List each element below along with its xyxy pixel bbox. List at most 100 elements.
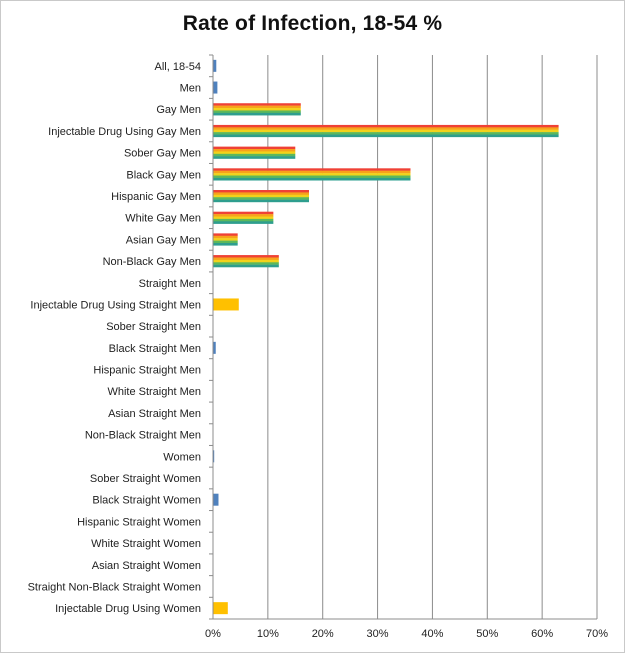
bar <box>213 450 215 463</box>
bar <box>213 341 216 354</box>
category-label: Straight Non-Black Straight Women <box>28 581 201 593</box>
bar-stripe <box>213 170 411 174</box>
bar-stripe <box>213 190 309 193</box>
bar <box>213 146 296 159</box>
bar-stripe <box>213 177 411 181</box>
bar-stripe <box>213 192 309 195</box>
bar-stripe <box>213 149 296 152</box>
bar-stripe <box>213 199 309 203</box>
category-label: Straight Men <box>139 278 201 290</box>
category-label: Black Straight Men <box>109 343 201 355</box>
bar-fill <box>213 59 217 72</box>
bar-fill <box>213 602 228 615</box>
category-label: Sober Straight Women <box>90 473 201 485</box>
category-label: Non-Black Gay Men <box>103 256 201 268</box>
category-label: Injectable Drug Using Straight Men <box>30 299 201 311</box>
category-label: All, 18-54 <box>155 61 201 73</box>
category-label: Hispanic Straight Women <box>77 516 201 528</box>
bar-stripe <box>213 259 279 263</box>
bars <box>213 59 559 615</box>
category-label: Injectable Drug Using Women <box>55 603 201 615</box>
bar-stripe <box>213 235 238 239</box>
bar <box>213 59 217 72</box>
bar-stripe <box>213 103 301 106</box>
bar-fill <box>213 341 216 354</box>
x-tick-label: 60% <box>531 628 553 640</box>
bar-stripe <box>213 175 411 179</box>
bar-fill <box>213 450 215 463</box>
bar <box>213 124 559 138</box>
bar-stripe <box>213 216 274 220</box>
bar <box>213 233 238 246</box>
x-tick-label: 20% <box>312 628 334 640</box>
bar-fill <box>213 493 219 506</box>
category-label: Asian Gay Men <box>126 234 201 246</box>
gridlines <box>267 55 598 619</box>
category-label: Non-Black Straight Men <box>85 430 201 442</box>
category-label: Asian Straight Men <box>108 408 201 420</box>
bar-stripe <box>213 262 279 265</box>
category-label: Injectable Drug Using Gay Men <box>48 126 201 138</box>
bar-stripe <box>213 168 411 171</box>
bar-stripe <box>213 194 309 198</box>
bar <box>213 298 239 311</box>
category-label: Hispanic Straight Men <box>93 365 201 377</box>
bar-stripe <box>213 129 559 133</box>
bar-stripe <box>213 151 296 155</box>
bar-stripe <box>213 146 296 150</box>
bar-stripe <box>213 233 238 236</box>
category-label: White Straight Women <box>91 538 201 550</box>
category-label: Sober Gay Men <box>124 148 201 160</box>
category-label: Sober Straight Men <box>106 321 201 333</box>
x-tick-label: 70% <box>586 628 608 640</box>
bar-stripe <box>213 124 559 128</box>
x-tick-label: 0% <box>205 628 221 640</box>
bar-stripe <box>213 264 279 268</box>
bar-stripe <box>213 156 296 159</box>
bar-stripe <box>213 257 279 261</box>
bar-stripe <box>213 238 238 241</box>
bar-stripe <box>213 221 274 224</box>
category-label: Asian Straight Women <box>92 560 201 572</box>
x-tick-label: 10% <box>257 628 279 640</box>
chart-title: Rate of Infection, 18-54 % <box>182 12 443 35</box>
bar-stripe <box>213 132 559 135</box>
bar <box>213 103 301 116</box>
bar <box>213 602 228 615</box>
bar-stripe <box>213 127 559 130</box>
category-label: Black Gay Men <box>126 169 201 181</box>
x-tick-labels: 0% 10% 20% 30% 40% 50% 60% 70% <box>205 628 608 640</box>
bar-stripe <box>213 110 301 114</box>
bar-stripe <box>213 173 411 176</box>
bar-fill <box>213 81 218 94</box>
bar-stripe <box>213 242 238 246</box>
bar-stripe <box>213 255 279 258</box>
category-label: Men <box>180 83 201 95</box>
bar <box>213 211 274 224</box>
bar-stripe <box>213 105 301 109</box>
bar-stripe <box>213 134 559 138</box>
axes <box>209 54 597 620</box>
x-tick-label: 40% <box>421 628 443 640</box>
x-tick-label: 50% <box>476 628 498 640</box>
bar <box>213 255 279 268</box>
bar <box>213 190 309 203</box>
bar-stripe <box>213 218 274 222</box>
bar-stripe <box>213 112 301 116</box>
category-labels: All, 18-54 Men Gay Men Injectable Drug Usin… <box>28 61 201 615</box>
category-label: Gay Men <box>156 104 201 116</box>
bar-stripe <box>213 153 296 157</box>
category-label: Black Straight Women <box>92 495 201 507</box>
bar-stripe <box>213 214 274 217</box>
bar-stripe <box>213 197 309 200</box>
bar <box>213 493 219 506</box>
category-label: Hispanic Gay Men <box>111 191 201 203</box>
bar <box>213 168 411 181</box>
x-tick-label: 30% <box>367 628 389 640</box>
bar <box>213 81 218 94</box>
category-label: White Straight Men <box>107 386 201 398</box>
category-label: Women <box>163 451 201 463</box>
bar-stripe <box>213 211 274 215</box>
